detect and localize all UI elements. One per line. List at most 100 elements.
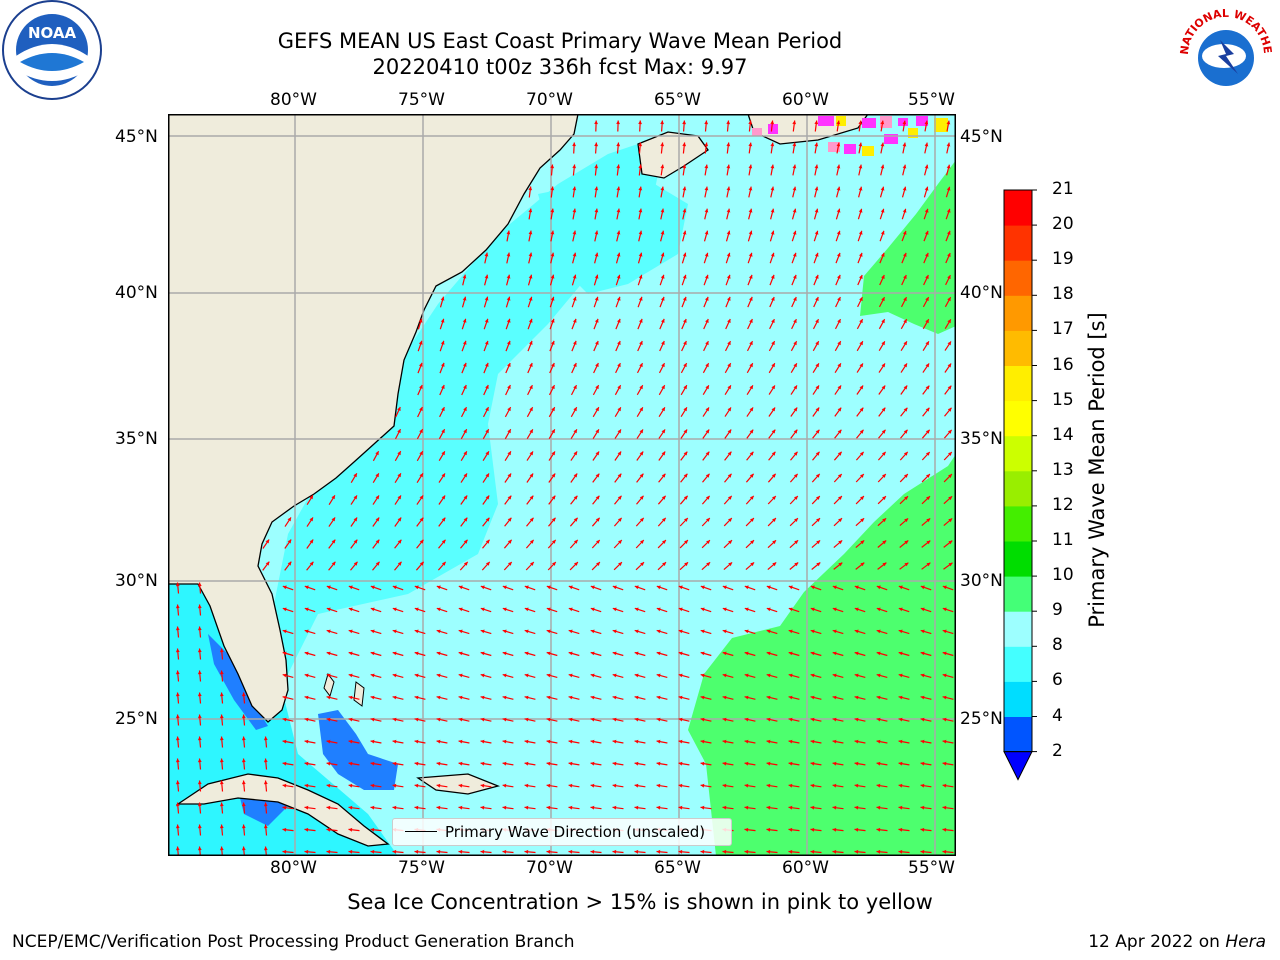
wave-arrow-head bbox=[744, 761, 749, 766]
wave-arrow-head bbox=[616, 164, 621, 169]
wave-arrow-head bbox=[744, 849, 749, 854]
wave-arrow-head bbox=[882, 562, 887, 567]
wave-arrow-head bbox=[837, 274, 841, 279]
wave-arrow-head bbox=[502, 739, 507, 744]
wave-arrow-head bbox=[639, 429, 643, 434]
wave-arrow-head bbox=[480, 739, 485, 744]
wave-arrow-head bbox=[568, 607, 573, 612]
wave-arrow-head bbox=[700, 607, 705, 612]
wave-arrow-head bbox=[507, 539, 512, 544]
wave-arrow-head bbox=[772, 562, 777, 567]
wave-arrow-head bbox=[463, 561, 468, 566]
wave-arrow-head bbox=[458, 607, 463, 612]
wave-arrow-head bbox=[656, 629, 661, 634]
wave-arrow-head bbox=[458, 849, 463, 854]
wave-arrow-head bbox=[617, 495, 622, 500]
wave-direction-arrows bbox=[175, 120, 954, 856]
wave-arrow-head bbox=[506, 252, 511, 257]
wave-arrow-head bbox=[722, 717, 727, 722]
wave-arrow-head bbox=[766, 673, 771, 678]
wave-arrow-head bbox=[414, 849, 419, 854]
wave-arrow-head bbox=[876, 805, 881, 810]
wave-arrow-head bbox=[550, 230, 555, 235]
wave-arrow-head bbox=[942, 607, 947, 612]
wave-arrow-head bbox=[612, 783, 617, 788]
colorbar-tick: 16 bbox=[1052, 354, 1074, 375]
wave-arrow-head bbox=[197, 692, 202, 697]
wave-arrow-head bbox=[480, 629, 485, 634]
wave-arrow-head bbox=[661, 407, 665, 412]
wave-arrow-head bbox=[304, 717, 309, 722]
colorbar-tick: 14 bbox=[1052, 424, 1074, 445]
wave-arrow-head bbox=[594, 252, 599, 257]
wave-arrow-head bbox=[947, 429, 952, 434]
wave-arrow-head bbox=[947, 275, 951, 280]
wave-arrow-head bbox=[392, 783, 397, 788]
wave-arrow-head bbox=[287, 561, 292, 566]
wave-arrow-head bbox=[722, 761, 727, 766]
wave-arrow-head bbox=[660, 296, 665, 301]
wave-arrow-head bbox=[304, 827, 309, 832]
wave-arrow-head bbox=[612, 805, 617, 810]
wave-arrow-head bbox=[942, 739, 947, 744]
wave-arrow-head bbox=[480, 651, 485, 656]
wave-arrow-head bbox=[458, 783, 463, 788]
wave-arrow-head bbox=[436, 585, 441, 590]
wave-arrow-head bbox=[595, 517, 600, 522]
wave-arrow-head bbox=[794, 562, 799, 567]
wave-arrow-head bbox=[770, 274, 775, 279]
wave-arrow-head bbox=[770, 164, 775, 169]
wave-arrow-head bbox=[881, 451, 886, 456]
wave-arrow-head bbox=[546, 761, 551, 766]
wave-arrow-head bbox=[660, 164, 665, 169]
wave-arrow-head bbox=[744, 629, 749, 634]
wave-arrow-head bbox=[574, 562, 578, 566]
wave-arrow-head bbox=[617, 341, 621, 345]
wave-arrow-head bbox=[815, 473, 820, 478]
wave-arrow-head bbox=[524, 717, 529, 722]
wave-arrow-head bbox=[436, 739, 441, 744]
wave-arrow-head bbox=[392, 849, 397, 854]
wave-arrow-head bbox=[304, 849, 309, 854]
wave-arrow-head bbox=[854, 695, 859, 700]
wave-arrow-head bbox=[282, 805, 287, 810]
wave-arrow-head bbox=[502, 783, 507, 788]
wave-arrow-head bbox=[744, 585, 749, 590]
wave-arrow-head bbox=[898, 783, 903, 788]
wave-arrow-head bbox=[704, 274, 709, 279]
wave-arrow-head bbox=[750, 540, 754, 544]
wave-arrow-head bbox=[414, 629, 419, 634]
wave-arrow-head bbox=[370, 629, 375, 634]
wave-arrow-head bbox=[948, 496, 953, 501]
wave-arrow-head bbox=[353, 539, 358, 544]
wave-arrow-head bbox=[926, 518, 931, 523]
wave-arrow-head bbox=[326, 783, 331, 788]
lon-top-65w: 65°W bbox=[654, 90, 701, 110]
wave-arrow-head bbox=[353, 473, 357, 478]
wave-arrow-head bbox=[594, 164, 599, 169]
wave-arrow-head bbox=[920, 805, 925, 810]
wave-arrow-head bbox=[348, 783, 353, 788]
wave-arrow-head bbox=[792, 230, 797, 235]
wave-arrow-head bbox=[241, 736, 246, 741]
wave-arrow-head bbox=[854, 805, 859, 810]
wave-arrow-head bbox=[837, 341, 841, 346]
wave-arrow-head bbox=[331, 539, 336, 544]
wave-arrow-head bbox=[682, 142, 687, 147]
wave-arrow-head bbox=[326, 607, 331, 612]
wave-arrow-head bbox=[793, 319, 797, 324]
wave-arrow-head bbox=[942, 673, 947, 678]
wave-arrow-head bbox=[462, 296, 467, 301]
wave-arrow-head bbox=[920, 761, 925, 766]
wave-arrow-head bbox=[418, 318, 423, 323]
wave-arrow-head bbox=[639, 385, 643, 390]
wave-arrow-head bbox=[925, 363, 930, 368]
land-north-america bbox=[168, 114, 579, 723]
wave-arrow-head bbox=[794, 496, 798, 500]
wave-arrow-head bbox=[282, 761, 287, 766]
wave-arrow-head bbox=[836, 164, 841, 169]
wave-arrow-head bbox=[942, 717, 947, 722]
wave-arrow-head bbox=[832, 607, 837, 612]
wave-arrow-head bbox=[859, 275, 863, 279]
wave-arrow-head bbox=[920, 783, 925, 788]
